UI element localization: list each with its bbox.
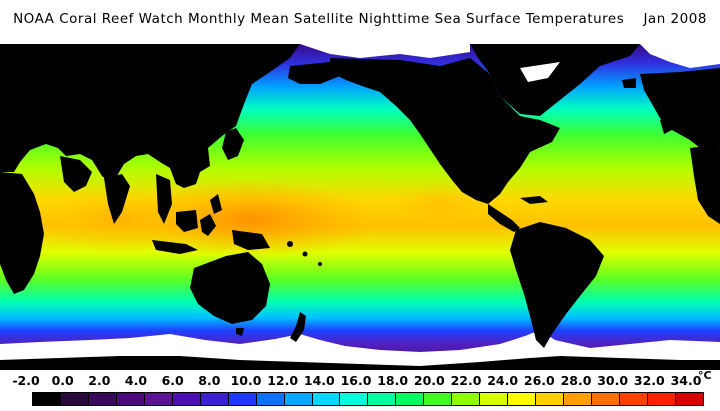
colorbar-swatch — [312, 393, 341, 405]
colorbar-tick-label: 28.0 — [560, 373, 592, 388]
colorbar-swatch — [88, 393, 117, 405]
colorbar-swatch — [592, 393, 621, 405]
colorbar-labels: °C -2.0 0.0 2.0 4.0 6.0 8.0 10.0 12.0 14.0 16.0 18… — [0, 369, 720, 391]
colorbar-tick-label: 14.0 — [303, 373, 335, 388]
colorbar-swatch — [564, 393, 593, 405]
colorbar-tick-label: 32.0 — [633, 373, 665, 388]
europe-africa-east — [622, 68, 720, 224]
colorbar-swatch — [620, 393, 648, 405]
colorbar-tick-label: 26.0 — [523, 373, 555, 388]
unit-label: °C — [698, 369, 712, 382]
colorbar-tick-label: 10.0 — [230, 373, 262, 388]
colorbar-swatch — [340, 393, 369, 405]
colorbar-swatch — [172, 393, 201, 405]
colorbar-tick-label: 20.0 — [413, 373, 445, 388]
colorbar-tick-label: 18.0 — [377, 373, 409, 388]
colorbar-tick-label: 30.0 — [597, 373, 629, 388]
colorbar-swatch — [256, 393, 285, 405]
eurasia-africa — [0, 44, 300, 294]
colorbar-swatch — [144, 393, 173, 405]
colorbar-tick-label: 22.0 — [450, 373, 482, 388]
colorbar-swatch — [228, 393, 257, 405]
australia — [190, 252, 270, 324]
colorbar-swatch — [396, 393, 425, 405]
colorbar-tick-label: 24.0 — [487, 373, 519, 388]
map-title: NOAA Coral Reef Watch Monthly Mean Satel… — [0, 11, 720, 27]
maritime-continent — [152, 194, 322, 266]
colorbar-swatch — [424, 393, 453, 405]
colorbar — [32, 392, 704, 406]
date-label: Jan 2008 — [643, 11, 707, 27]
colorbar-tick-label: 4.0 — [124, 373, 148, 388]
colorbar-tick-label: 16.0 — [340, 373, 372, 388]
colorbar-tick-label: 2.0 — [88, 373, 111, 388]
north-america — [288, 58, 560, 232]
sst-map — [0, 44, 720, 370]
colorbar-tick-label: 34.0 — [670, 373, 702, 388]
colorbar-swatch — [452, 393, 481, 405]
new-zealand — [290, 312, 306, 342]
colorbar-tick-label: 12.0 — [267, 373, 299, 388]
colorbar-swatch — [200, 393, 229, 405]
arctic-ice — [300, 44, 720, 116]
title-text: NOAA Coral Reef Watch Monthly Mean Satel… — [13, 11, 625, 27]
tasmania — [236, 328, 244, 336]
colorbar-tick-label: 8.0 — [198, 373, 221, 388]
colorbar-swatch — [116, 393, 145, 405]
colorbar-swatch — [284, 393, 313, 405]
colorbar-swatch — [368, 393, 397, 405]
colorbar-swatch — [480, 393, 509, 405]
sst-map-svg — [0, 44, 720, 370]
colorbar-tick-label: 0.0 — [51, 373, 74, 388]
colorbar-swatch — [675, 393, 703, 405]
colorbar-swatch — [508, 393, 537, 405]
colorbar-tick-label: 6.0 — [161, 373, 184, 388]
colorbar-tick-label: -2.0 — [12, 373, 40, 388]
south-america — [510, 222, 604, 348]
colorbar-swatch — [536, 393, 565, 405]
colorbar-swatch — [60, 393, 89, 405]
colorbar-swatch — [33, 393, 61, 405]
colorbar-swatch — [647, 393, 676, 405]
